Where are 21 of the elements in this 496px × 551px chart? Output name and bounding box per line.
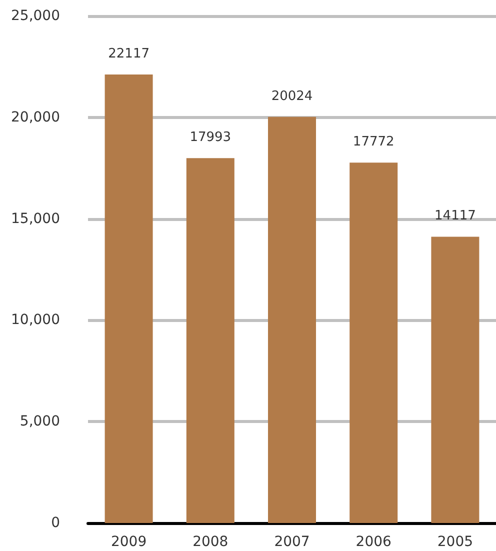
y-tick-label: 15,000 <box>11 210 60 227</box>
bar <box>104 74 153 523</box>
data-label: 17993 <box>190 130 232 146</box>
data-label: 22117 <box>108 46 150 62</box>
bar <box>186 158 234 523</box>
data-label: 17772 <box>352 134 394 150</box>
data-label: 20024 <box>271 88 313 104</box>
bar <box>431 236 480 523</box>
x-tick-label: 2009 <box>110 534 147 550</box>
x-tick-label: 2007 <box>274 534 310 550</box>
y-tick-label: 25,000 <box>11 8 60 24</box>
x-tick-label: 2006 <box>356 534 392 550</box>
y-tick-label: 0 <box>51 515 60 531</box>
bar <box>350 162 398 523</box>
y-tick-label: 20,000 <box>11 109 60 126</box>
x-tick-label: 2005 <box>437 534 474 550</box>
x-tick-label: 2008 <box>192 534 228 550</box>
bar <box>268 116 316 523</box>
data-label: 14117 <box>434 208 476 224</box>
y-tick-label: 10,000 <box>11 312 60 328</box>
y-tick-label: 5,000 <box>20 414 60 430</box>
